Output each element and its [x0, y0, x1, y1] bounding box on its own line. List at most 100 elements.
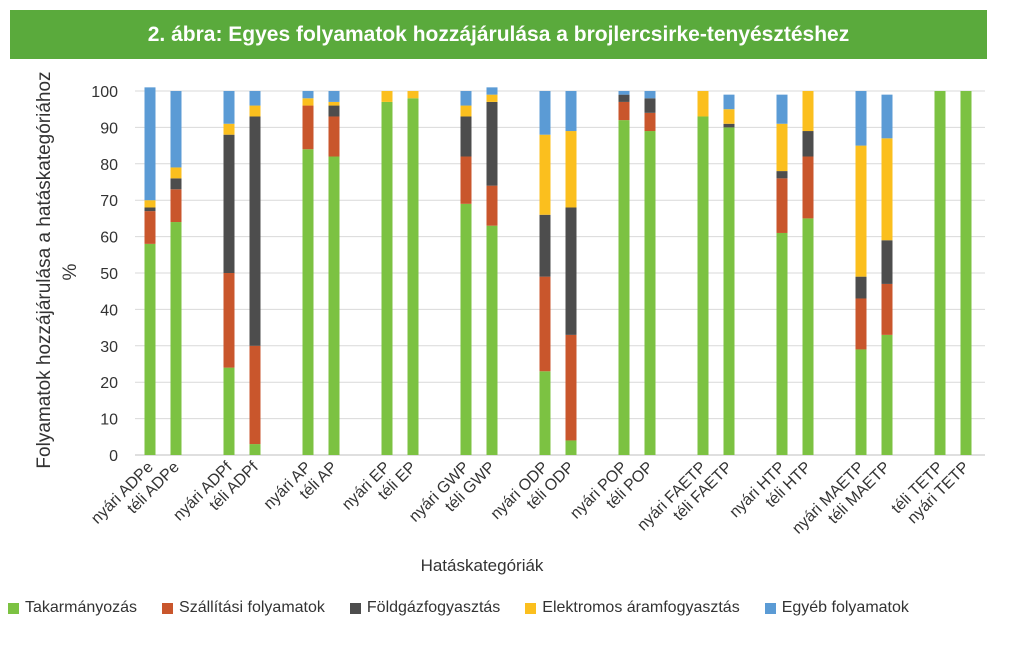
bar-segment [802, 131, 814, 157]
y-tick-label: 0 [109, 448, 118, 465]
bar-segment [776, 123, 788, 172]
legend-label: Szállítási folyamatok [179, 599, 325, 616]
bar-segment [223, 134, 235, 273]
bar-segment [565, 334, 577, 441]
bar-segment [802, 218, 814, 455]
legend-label: Takarmányozás [25, 599, 138, 616]
bar-segment [144, 87, 156, 201]
chart-title-banner: 2. ábra: Egyes folyamatok hozzájárulása … [10, 10, 987, 59]
bar-segment [644, 91, 656, 99]
bar-segment [881, 283, 893, 335]
bar-segment [697, 91, 709, 117]
bar-segment [855, 349, 867, 455]
legend-swatch [525, 602, 537, 614]
bar-segment [249, 345, 261, 445]
bar-segment [723, 109, 735, 124]
bar-segment [855, 145, 867, 277]
bar-segment [644, 131, 656, 456]
bar-segment [144, 207, 156, 212]
legend-item: Egyéb folyamatok [764, 599, 909, 617]
bar-segment [486, 87, 498, 95]
bar-segment [381, 91, 393, 102]
legend-swatch [162, 602, 174, 614]
legend-swatch [764, 602, 776, 614]
bar-segment [565, 91, 577, 132]
bar-segment [486, 225, 498, 455]
bar-segment [460, 156, 472, 204]
bar-segment [223, 367, 235, 455]
y-tick-label: 20 [100, 375, 118, 392]
bar-segment [249, 91, 261, 106]
bar-segment [302, 91, 314, 99]
bar-segment [539, 134, 551, 215]
bar-segment [565, 440, 577, 455]
bar-segment [723, 127, 735, 456]
y-tick-label: 40 [100, 302, 118, 319]
bar-segment [144, 211, 156, 244]
bar-segment [539, 214, 551, 277]
bar-segment [723, 123, 735, 128]
bar-segment [644, 112, 656, 132]
bar-segment [328, 116, 340, 157]
bar-segment [881, 334, 893, 455]
legend-item: Szállítási folyamatok [162, 599, 325, 617]
bar-segment [723, 94, 735, 110]
bar-segment [223, 273, 235, 368]
bar-segment [249, 105, 261, 117]
bar-segment [486, 185, 498, 226]
bar-segment [170, 189, 182, 223]
bar-segment [802, 156, 814, 219]
bar-segment [328, 156, 340, 455]
bar-segment [776, 232, 788, 455]
bar-segment [328, 101, 340, 106]
bar-segment [249, 444, 261, 455]
x-axis-title: Hatáskategóriák [421, 556, 544, 575]
legend-swatch [8, 602, 19, 614]
bar-segment [934, 91, 946, 455]
legend-item: Földgázfogyasztás [349, 599, 501, 617]
bar-segment [855, 298, 867, 350]
y-tick-label: 30 [100, 339, 118, 356]
bar-segment [618, 120, 630, 456]
y-tick-label: 100 [91, 84, 118, 101]
legend-item: Takarmányozás [8, 599, 137, 617]
y-tick-label: 50 [100, 266, 118, 283]
bar-segment [170, 91, 182, 168]
bar-segment [460, 203, 472, 455]
bar-segment [881, 240, 893, 284]
bar-segment [170, 222, 182, 455]
bar-segment [960, 91, 972, 455]
bar-segment [223, 91, 235, 124]
bar-segment [460, 116, 472, 157]
bar-segment [855, 276, 867, 299]
y-tick-label: 80 [100, 157, 118, 174]
legend-swatch [349, 602, 361, 614]
bar-segment [776, 94, 788, 124]
bar-segment [565, 131, 577, 208]
bar-segment [618, 91, 630, 95]
y-tick-label: 60 [100, 230, 118, 247]
y-tick-label: 10 [100, 412, 118, 429]
bar-segment [802, 91, 814, 132]
y-tick-label: 90 [100, 120, 118, 137]
bar-segment [302, 105, 314, 150]
bar-segment [249, 116, 261, 346]
bar-segment [697, 116, 709, 455]
legend-item: Elektromos áramfogyasztás [525, 599, 740, 617]
bar-segment [644, 98, 656, 113]
legend-label: Földgázfogyasztás [366, 599, 501, 616]
bar-segment [302, 98, 314, 106]
legend-label: Egyéb folyamatok [781, 599, 909, 616]
bar-segment [144, 243, 156, 455]
bar-segment [539, 91, 551, 135]
chart-title: 2. ábra: Egyes folyamatok hozzájárulása … [147, 22, 850, 46]
bar-segment [328, 91, 340, 102]
bar-segment [486, 101, 498, 186]
bar-segment [170, 167, 182, 179]
chart-legend: Takarmányozás Szállítási folyamatok Földgá… [8, 596, 1018, 620]
bar-segment [460, 91, 472, 106]
bar-segment [776, 178, 788, 233]
bar-segment [170, 178, 182, 190]
bar-segment [618, 101, 630, 121]
